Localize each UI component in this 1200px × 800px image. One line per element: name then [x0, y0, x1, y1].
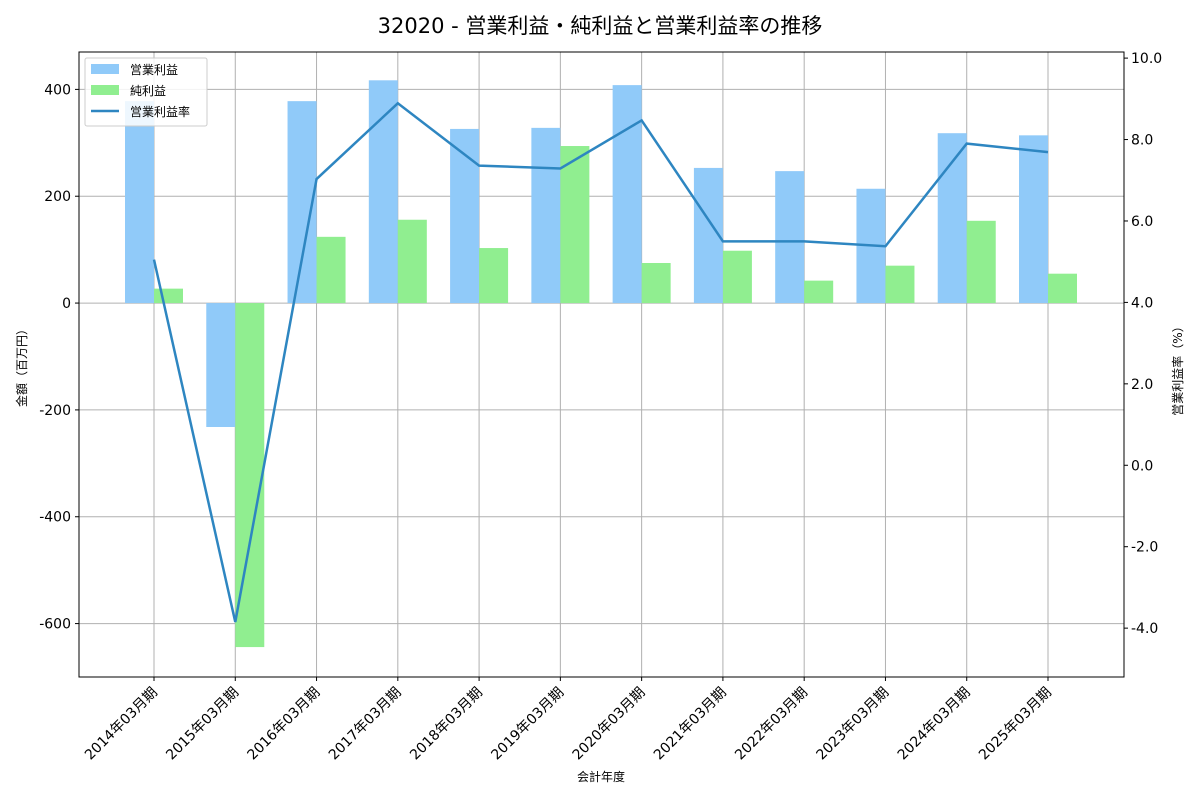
- y2-tick-label: 8.0: [1131, 133, 1153, 149]
- x-tick-label: 2023年03月期: [813, 685, 892, 764]
- legend-swatch-operating-profit: [91, 64, 119, 74]
- x-tick-label: 2025年03月期: [976, 685, 1055, 764]
- bar-operating-profit: [775, 171, 805, 304]
- x-tick-label: 2018年03月期: [407, 685, 486, 764]
- x-axis-ticks: 2014年03月期 2015年03月期 2016年03月期 2017年03月期 2018…: [82, 677, 1055, 763]
- bar-net-profit: [154, 288, 183, 304]
- y2-tick-label: -2.0: [1131, 540, 1158, 556]
- y2-tick-label: 10.0: [1131, 51, 1162, 67]
- y-tick-label: -600: [39, 617, 71, 633]
- y2-axis-label: 営業利益率（%）: [1170, 320, 1185, 415]
- y2-tick-label: -4.0: [1131, 621, 1158, 637]
- x-tick-label: 2015年03月期: [163, 685, 242, 764]
- legend-box: [84, 57, 208, 127]
- y-tick-label: 0: [62, 296, 71, 312]
- bar-net-profit: [966, 220, 996, 304]
- y2-tick-label: 2.0: [1131, 377, 1153, 393]
- x-tick-label: 2024年03月期: [895, 685, 974, 764]
- left-axis-ticks: -600 -400 -200 0 200 400: [39, 82, 79, 633]
- legend-label-margin: 営業利益率: [130, 104, 190, 119]
- bar-net-profit: [397, 219, 427, 304]
- x-tick-label: 2020年03月期: [570, 685, 649, 764]
- bar-operating-profit: [450, 128, 480, 304]
- line-operating-margin: [152, 101, 1049, 623]
- legend-label-net-profit: 純利益: [130, 84, 166, 98]
- bar-net-profit: [722, 250, 752, 304]
- bar-net-profit: [560, 146, 590, 304]
- bar-operating-profit: [612, 85, 642, 304]
- bars: [125, 80, 1077, 648]
- bar-net-profit: [1048, 273, 1077, 304]
- x-tick-label: 2016年03月期: [245, 685, 324, 764]
- y-tick-label: 400: [44, 82, 71, 98]
- legend: 営業利益 純利益 営業利益率: [84, 57, 208, 127]
- y2-tick-label: 6.0: [1131, 214, 1153, 230]
- x-axis-label: 会計年度: [577, 769, 625, 784]
- y2-tick-label: 0.0: [1131, 458, 1153, 474]
- bar-operating-profit: [368, 80, 398, 304]
- bar-operating-profit: [125, 101, 154, 304]
- margin-line: [152, 101, 1049, 623]
- legend-label-operating-profit: 営業利益: [130, 63, 178, 77]
- plot-frame: [78, 51, 1125, 678]
- bar-operating-profit: [1019, 135, 1048, 304]
- x-tick-label: 2017年03月期: [326, 685, 405, 764]
- y-tick-label: 200: [44, 189, 71, 205]
- x-tick-label: 2019年03月期: [488, 685, 567, 764]
- right-axis-ticks: -4.0 -2.0 0.0 2.0 4.0 6.0 8.0 10.0: [1124, 51, 1162, 637]
- x-tick-label: 2014年03月期: [82, 685, 161, 764]
- bar-net-profit: [641, 263, 671, 304]
- y-tick-label: -400: [39, 510, 71, 526]
- chart-title: 32020 - 営業利益・純利益と営業利益率の推移: [377, 14, 823, 38]
- y-axis-label: 金額（百万円）: [14, 323, 29, 407]
- bar-net-profit: [804, 280, 834, 304]
- bar-operating-profit: [937, 133, 967, 304]
- bar-operating-profit: [206, 303, 236, 427]
- bar-net-profit: [479, 248, 509, 304]
- bar-net-profit: [885, 265, 915, 304]
- bar-net-profit: [316, 236, 346, 304]
- bar-operating-profit: [531, 127, 561, 304]
- y2-tick-label: 4.0: [1131, 295, 1153, 311]
- y-tick-label: -200: [39, 403, 71, 419]
- x-tick-label: 2021年03月期: [651, 685, 730, 764]
- legend-swatch-net-profit: [91, 85, 119, 95]
- x-tick-label: 2022年03月期: [732, 685, 811, 764]
